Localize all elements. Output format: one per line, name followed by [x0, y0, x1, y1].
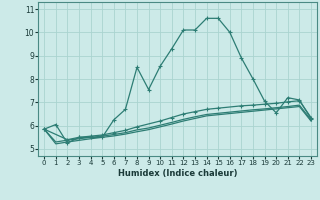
X-axis label: Humidex (Indice chaleur): Humidex (Indice chaleur)	[118, 169, 237, 178]
